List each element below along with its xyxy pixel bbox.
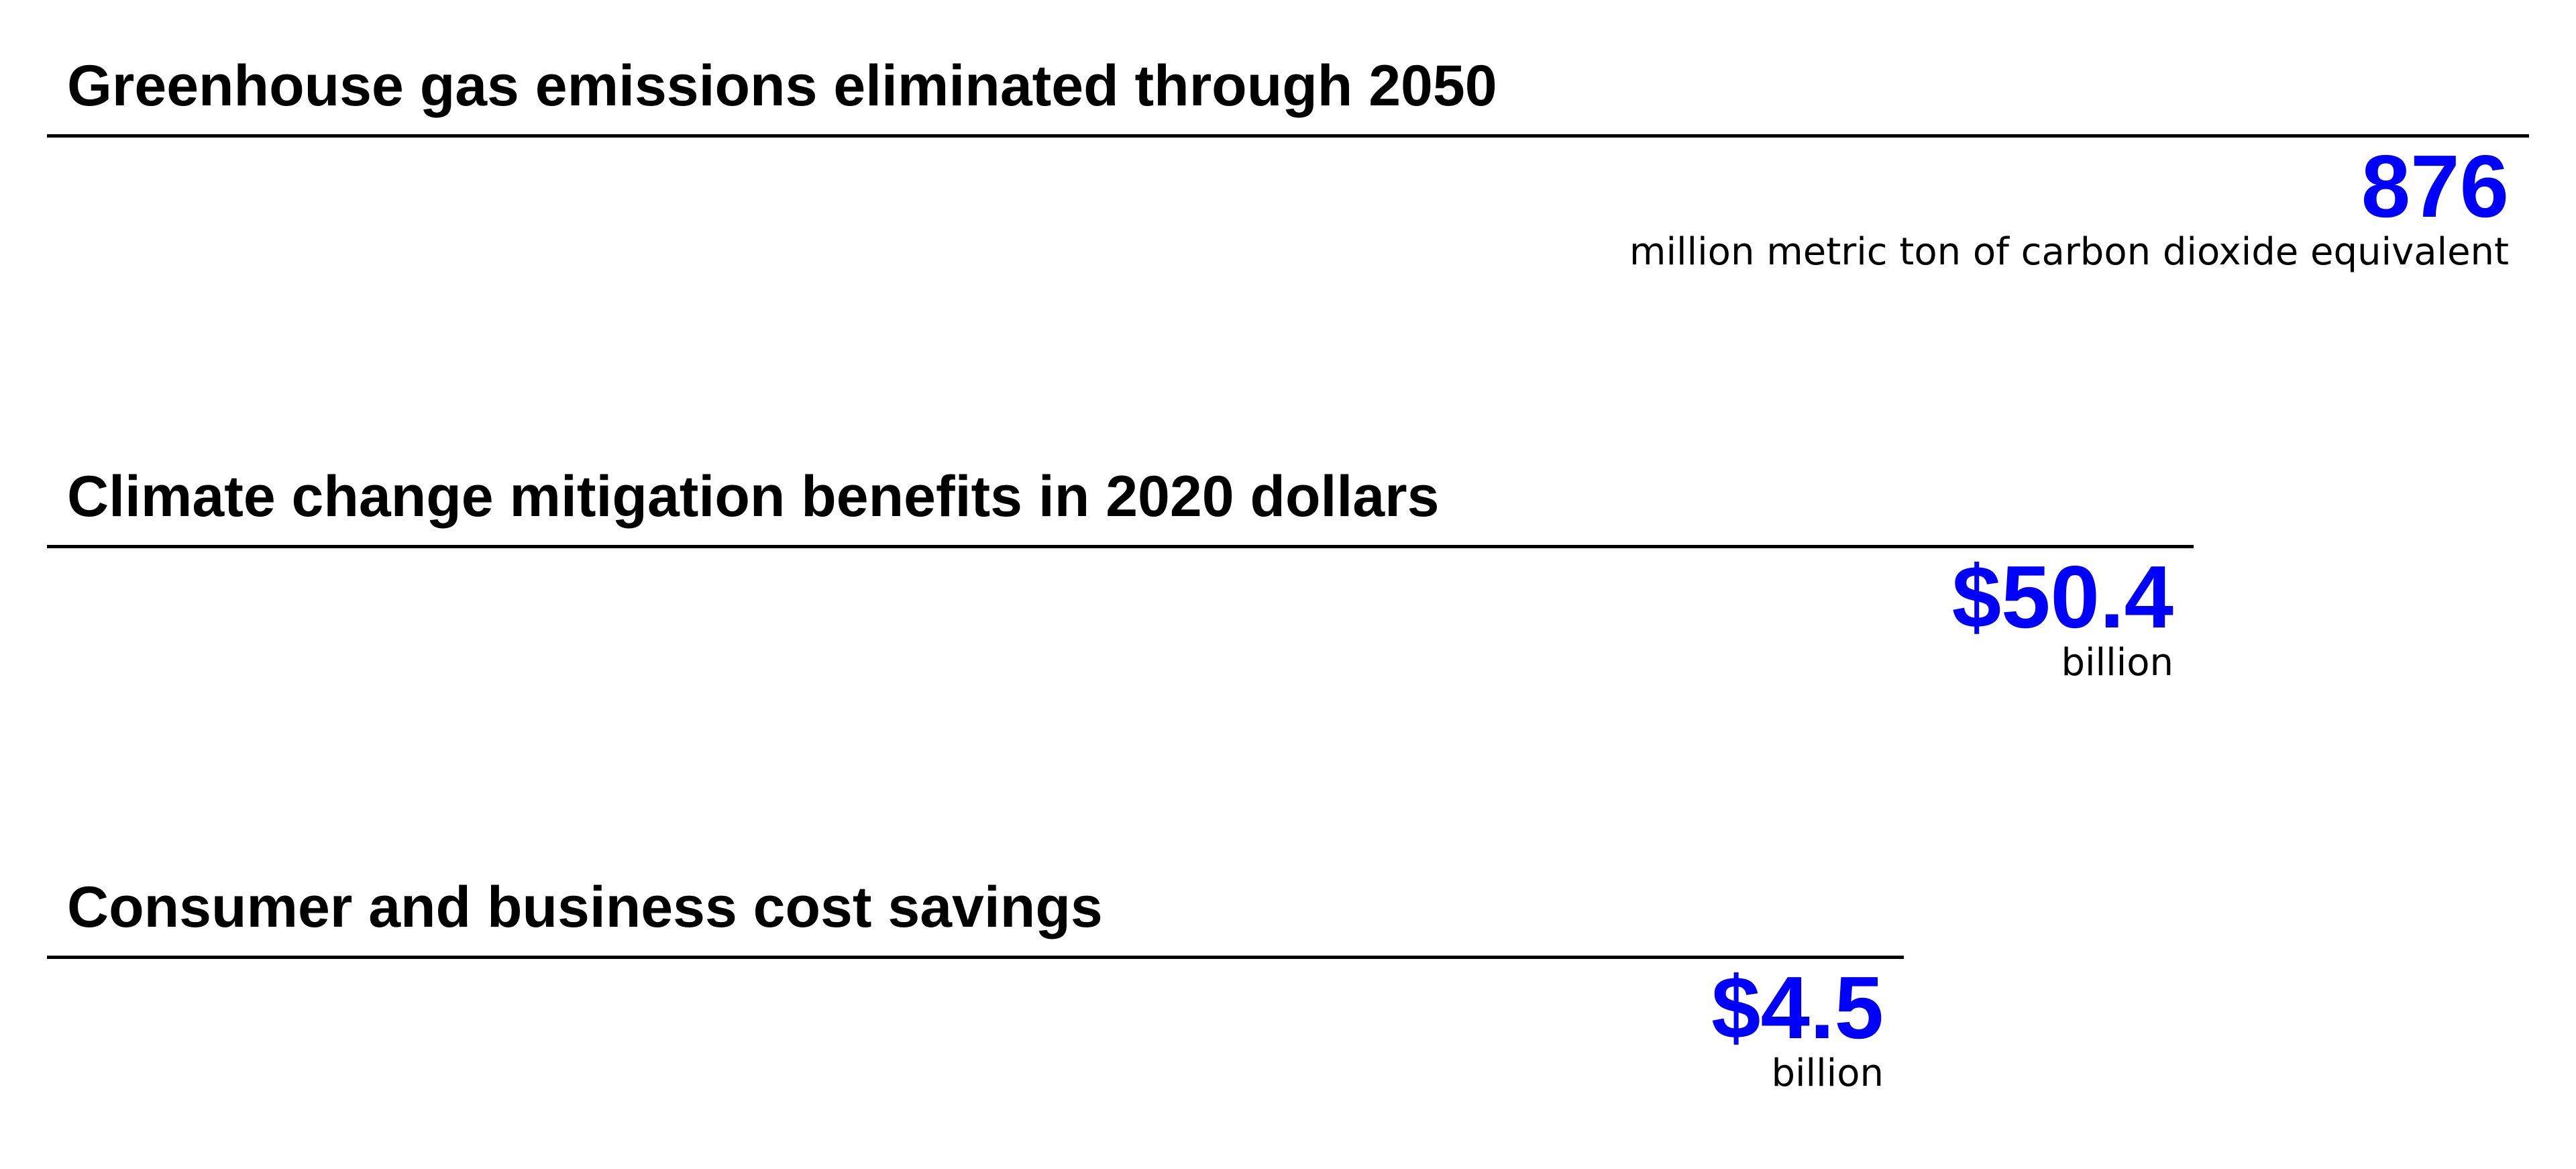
climate-benefits-title: Climate change mitigation benefits in 20… (67, 464, 1440, 529)
ghg-emissions-value: 876 (2361, 137, 2509, 236)
cost-savings-unit: billion (1771, 1052, 1884, 1095)
climate-benefits-metric: $50.4 billion (1952, 550, 2174, 684)
climate-benefits-value: $50.4 (1951, 548, 2174, 646)
climate-benefits-unit: billion (2061, 641, 2174, 684)
climate-benefits-divider (47, 545, 2194, 548)
cost-savings-divider (47, 956, 1904, 959)
cost-savings-metric: $4.5 billion (1711, 961, 1884, 1095)
ghg-emissions-divider (47, 134, 2529, 138)
ghg-emissions-metric: 876 million metric ton of carbon dioxide… (1629, 140, 2509, 274)
ghg-emissions-title: Greenhouse gas emissions eliminated thro… (67, 54, 1497, 118)
cost-savings-title: Consumer and business cost savings (67, 875, 1103, 939)
cost-savings-value: $4.5 (1711, 958, 1884, 1057)
ghg-emissions-unit: million metric ton of carbon dioxide equ… (1629, 230, 2509, 274)
